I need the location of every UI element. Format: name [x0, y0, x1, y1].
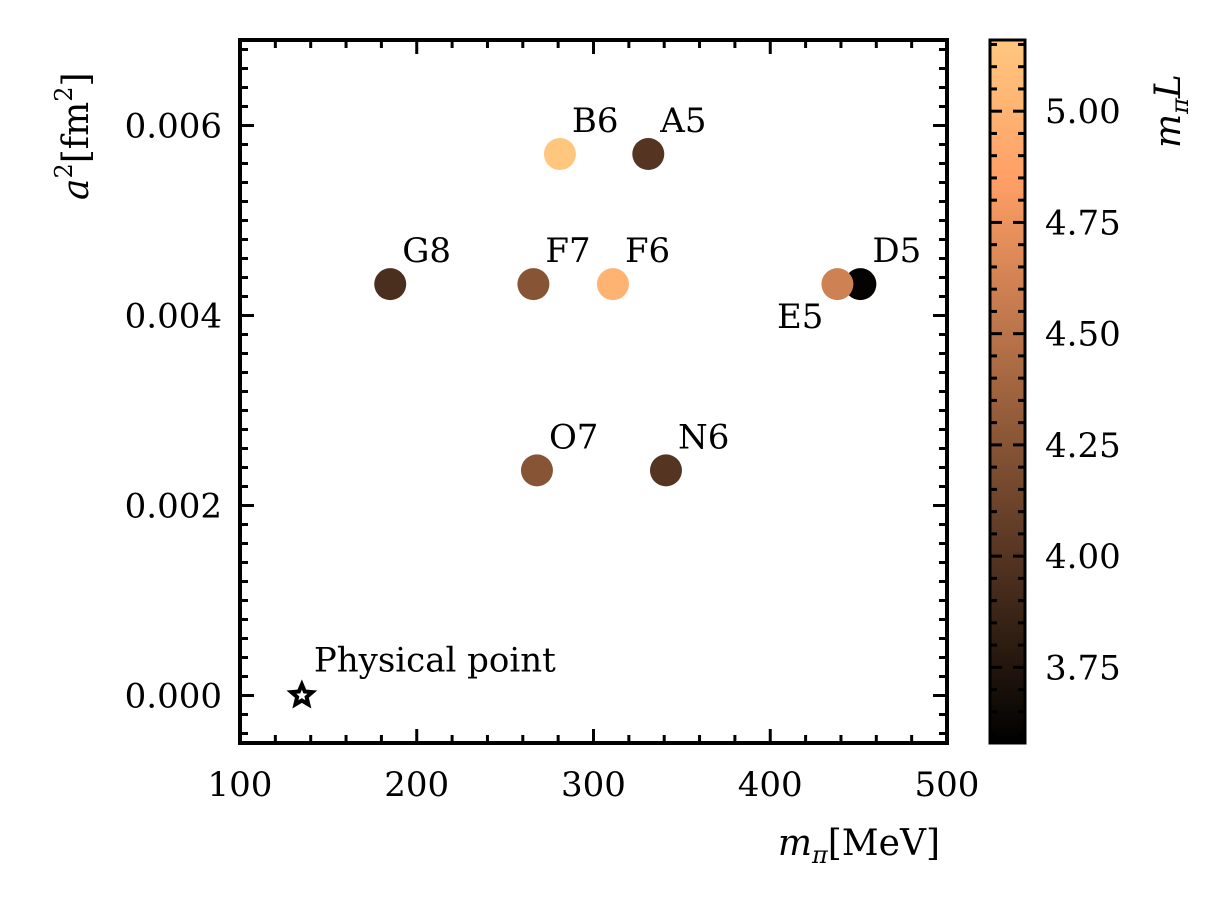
point-label-O7: O7 [549, 417, 599, 457]
point-label-A5: A5 [659, 101, 706, 141]
point-labels: B6 A5 G8 F7 F6 D5 E5 O7 N6 Physical point [314, 101, 921, 681]
colorbar-tick-label: 3.75 [1045, 648, 1121, 688]
colorbar [988, 38, 1027, 745]
plot-frame [238, 38, 949, 745]
point-A5 [632, 138, 665, 170]
data-points [286, 138, 877, 709]
point-label-E5: E5 [777, 297, 823, 337]
colorbar-tick-labels: 3.75 4.00 4.25 4.50 4.75 5.00 [1045, 92, 1121, 688]
y-tick-labels: 0.000 0.002 0.004 0.006 [125, 107, 222, 717]
point-D5 [844, 268, 877, 301]
point-label-N6: N6 [678, 417, 729, 457]
x-tick-label: 200 [384, 765, 449, 805]
colorbar-ticks [990, 42, 1025, 736]
colorbar-tick-label: 4.00 [1045, 537, 1121, 577]
y-tick-label: 0.004 [125, 297, 222, 337]
point-label-F7: F7 [545, 231, 590, 271]
axis-ticks [238, 40, 949, 743]
point-E5 [821, 268, 854, 301]
point-B6 [543, 138, 576, 170]
point-F7 [517, 268, 550, 301]
y-tick-label: 0.000 [125, 677, 222, 717]
colorbar-label: mπL [1148, 74, 1194, 148]
point-N6 [649, 454, 682, 487]
x-tick-label: 100 [208, 765, 273, 805]
physical-point-label: Physical point [314, 641, 556, 681]
x-tick-label: 500 [915, 765, 980, 805]
y-axis-label: a2[fm2] [50, 72, 97, 200]
colorbar-tick-label: 4.25 [1045, 426, 1121, 466]
point-F6 [596, 268, 629, 301]
point-label-G8: G8 [402, 231, 451, 271]
x-axis-label: mπ[MeV] [778, 823, 940, 869]
physical-point-star-icon [286, 679, 318, 709]
colorbar-tick-label: 5.00 [1045, 92, 1121, 132]
point-label-B6: B6 [572, 101, 619, 141]
point-label-F6: F6 [625, 231, 670, 271]
point-label-D5: D5 [872, 231, 921, 271]
y-tick-label: 0.002 [125, 487, 222, 527]
x-tick-label: 400 [738, 765, 803, 805]
y-tick-label: 0.006 [125, 107, 222, 147]
colorbar-tick-label: 4.75 [1045, 203, 1121, 243]
point-G8 [374, 268, 407, 301]
point-O7 [520, 454, 553, 487]
x-tick-label: 300 [561, 765, 626, 805]
x-tick-labels: 100 200 300 400 500 [208, 765, 980, 805]
colorbar-tick-label: 4.50 [1045, 315, 1121, 355]
